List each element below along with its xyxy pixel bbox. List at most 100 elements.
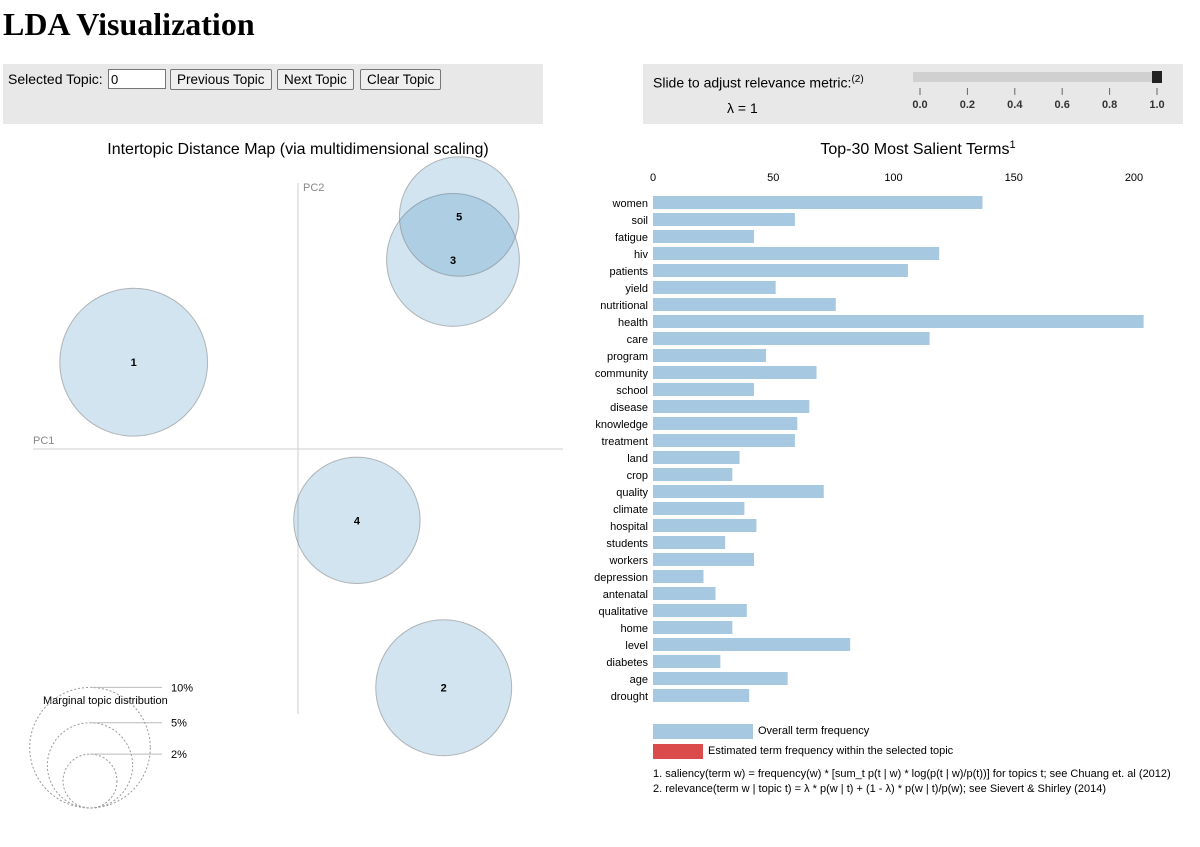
term-label[interactable]: workers	[608, 555, 648, 567]
x-tick-label: 200	[1125, 172, 1143, 184]
relevance-slider[interactable]: 0.0 0.2 0.4 0.6 0.8 1.0	[903, 64, 1173, 124]
term-bar-knowledge[interactable]	[653, 417, 798, 430]
term-bar-women[interactable]	[653, 196, 983, 209]
slider-handle[interactable]	[1152, 71, 1162, 83]
marginal-legend-title: Marginal topic distribution	[43, 695, 168, 707]
term-bar-land[interactable]	[653, 451, 740, 464]
page-title: LDA Visualization	[3, 6, 255, 42]
term-label[interactable]: climate	[613, 504, 648, 516]
term-bar-qualitative[interactable]	[653, 604, 747, 617]
term-label[interactable]: hiv	[634, 249, 649, 261]
term-label[interactable]: community	[595, 368, 649, 380]
x-tick-label: 150	[1005, 172, 1023, 184]
term-label[interactable]: care	[627, 334, 648, 346]
term-label[interactable]: crop	[627, 470, 648, 482]
slider-track[interactable]	[913, 72, 1158, 82]
term-bar-workers[interactable]	[653, 553, 755, 566]
term-bar-quality[interactable]	[653, 485, 824, 498]
term-label[interactable]: diabetes	[606, 657, 648, 669]
term-label[interactable]: disease	[610, 402, 648, 414]
term-bar-patients[interactable]	[653, 264, 908, 277]
term-label[interactable]: quality	[616, 487, 648, 499]
footnote-1: 1. saliency(term w) = frequency(w) * [su…	[653, 768, 1171, 780]
term-label[interactable]: knowledge	[595, 419, 648, 431]
term-bar-nutritional[interactable]	[653, 298, 836, 311]
x-tick-label: 100	[884, 172, 902, 184]
x-tick-label: 50	[767, 172, 779, 184]
distance-map-title: Intertopic Distance Map (via multidimens…	[107, 141, 489, 158]
term-label[interactable]: age	[630, 674, 648, 686]
term-bar-soil[interactable]	[653, 213, 795, 226]
term-label[interactable]: women	[612, 198, 648, 210]
marginal-legend-label: 10%	[171, 682, 193, 694]
slider-tick-label: 0.4	[1007, 99, 1023, 111]
topic-circle-2[interactable]	[375, 619, 513, 757]
marginal-legend-circle	[62, 753, 118, 809]
term-bar-fatigue[interactable]	[653, 230, 755, 243]
term-label[interactable]: health	[618, 317, 648, 329]
term-bar-program[interactable]	[653, 349, 767, 362]
term-label[interactable]: soil	[631, 215, 648, 227]
topic-circle-3[interactable]	[386, 192, 520, 327]
term-label[interactable]: students	[606, 538, 648, 550]
term-bar-hospital[interactable]	[653, 519, 757, 532]
marginal-legend-circle	[46, 722, 134, 809]
term-label[interactable]: yield	[625, 283, 648, 295]
topic-label: 5	[456, 212, 462, 224]
term-label[interactable]: drought	[611, 691, 648, 703]
term-bar-drought[interactable]	[653, 689, 750, 702]
topic-label: 1	[131, 357, 137, 369]
marginal-legend-circle	[29, 686, 151, 809]
term-bar-health[interactable]	[653, 315, 1144, 328]
term-bar-community[interactable]	[653, 366, 817, 379]
slider-tick-label: 0.6	[1055, 99, 1070, 111]
previous-topic-button[interactable]: Previous Topic	[170, 69, 272, 90]
term-label[interactable]: program	[607, 351, 648, 363]
selected-topic-label: Selected Topic:	[8, 71, 103, 87]
term-bar-crop[interactable]	[653, 468, 733, 481]
term-bar-climate[interactable]	[653, 502, 745, 515]
term-label[interactable]: treatment	[602, 436, 648, 448]
relevance-slider-label: Slide to adjust relevance metric:(2)	[653, 74, 864, 91]
pc1-label: PC1	[33, 435, 54, 447]
x-tick-label: 0	[650, 172, 656, 184]
term-label[interactable]: level	[625, 640, 648, 652]
marginal-legend-label: 2%	[171, 749, 187, 761]
marginal-legend-label: 5%	[171, 718, 187, 730]
legend-overall-label: Overall term frequency	[758, 725, 870, 737]
term-bar-home[interactable]	[653, 621, 733, 634]
term-label[interactable]: fatigue	[615, 232, 648, 244]
relevance-footnote-ref: (2)	[851, 74, 864, 85]
term-label[interactable]: school	[616, 385, 648, 397]
term-bar-students[interactable]	[653, 536, 726, 549]
term-label[interactable]: antenatal	[603, 589, 648, 601]
term-label[interactable]: hospital	[610, 521, 648, 533]
term-label[interactable]: depression	[594, 572, 648, 584]
topic-circle-4[interactable]	[293, 456, 421, 584]
term-label[interactable]: land	[627, 453, 648, 465]
clear-topic-button[interactable]: Clear Topic	[360, 69, 442, 90]
term-bar-level[interactable]	[653, 638, 851, 651]
topic-controls-panel: Selected Topic: Previous Topic Next Topi…	[3, 64, 543, 124]
term-bar-care[interactable]	[653, 332, 930, 345]
term-bar-antenatal[interactable]	[653, 587, 716, 600]
term-label[interactable]: nutritional	[600, 300, 648, 312]
term-bar-diabetes[interactable]	[653, 655, 721, 668]
term-label[interactable]: patients	[609, 266, 648, 278]
term-label[interactable]: qualitative	[598, 606, 648, 618]
slider-tick-label: 0.2	[960, 99, 975, 111]
topic-circle-5[interactable]	[398, 156, 520, 277]
term-label[interactable]: home	[620, 623, 648, 635]
term-bar-disease[interactable]	[653, 400, 810, 413]
lambda-value-text: λ = 1	[727, 100, 758, 116]
topic-circle-1[interactable]	[59, 287, 209, 437]
term-bar-hiv[interactable]	[653, 247, 940, 260]
term-bar-age[interactable]	[653, 672, 788, 685]
next-topic-button[interactable]: Next Topic	[277, 69, 354, 90]
term-bar-treatment[interactable]	[653, 434, 795, 447]
pc2-label: PC2	[303, 182, 324, 194]
term-bar-depression[interactable]	[653, 570, 704, 583]
selected-topic-input[interactable]	[108, 69, 166, 89]
term-bar-school[interactable]	[653, 383, 755, 396]
term-bar-yield[interactable]	[653, 281, 776, 294]
